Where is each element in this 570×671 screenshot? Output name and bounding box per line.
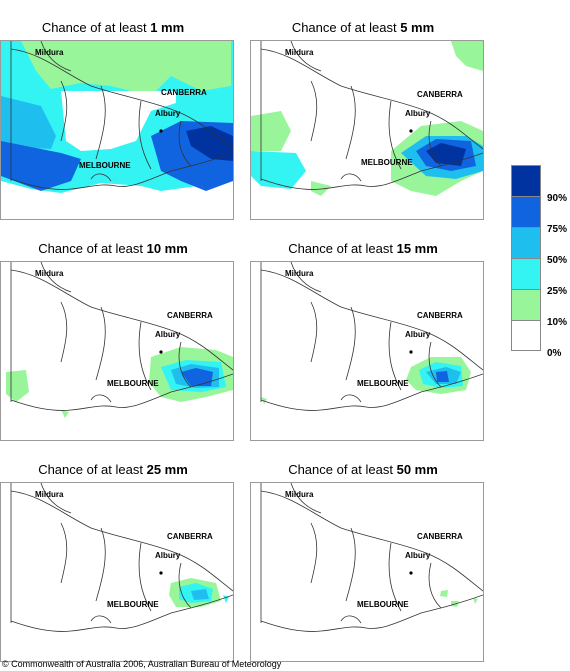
label-melbourne: MELBOURNE <box>107 600 159 609</box>
label-canberra: CANBERRA <box>161 88 207 97</box>
legend-label-25: 25% <box>547 286 567 297</box>
panel-title-prefix: Chance of at least <box>288 241 396 256</box>
panel-title-amount: 50 mm <box>397 462 438 477</box>
panel-title-amount: 5 mm <box>400 20 434 35</box>
label-mildura: Mildura <box>35 490 64 499</box>
label-albury: Albury <box>405 109 431 118</box>
panel-title-prefix: Chance of at least <box>38 241 146 256</box>
label-melbourne: MELBOURNE <box>357 600 409 609</box>
panel-title-prefix: Chance of at least <box>38 462 146 477</box>
map-50mm: CANBERRA Albury MELBOURNE Mildura <box>251 483 483 661</box>
label-mildura: Mildura <box>285 48 314 57</box>
panel-title-amount: 10 mm <box>147 241 188 256</box>
map-panel-1mm: CANBERRA Albury MELBOURNE Mildura <box>0 40 234 220</box>
panel-title-25mm: Chance of at least 25 mm <box>0 462 233 477</box>
legend-swatch <box>511 320 541 351</box>
label-mildura: Mildura <box>35 48 64 57</box>
map-panel-25mm: CANBERRA Albury MELBOURNE Mildura <box>0 482 234 662</box>
label-albury: Albury <box>155 109 181 118</box>
map-10mm: CANBERRA Albury MELBOURNE Mildura <box>1 262 233 440</box>
map-15mm: CANBERRA Albury MELBOURNE Mildura <box>251 262 483 440</box>
legend-swatch <box>511 258 541 289</box>
state-borders <box>261 483 483 631</box>
map-panel-15mm: CANBERRA Albury MELBOURNE Mildura <box>250 261 484 441</box>
panel-title-5mm: Chance of at least 5 mm <box>243 20 483 35</box>
label-mildura: Mildura <box>285 269 314 278</box>
legend-label-90: 90% <box>547 193 567 204</box>
panel-title-amount: 25 mm <box>147 462 188 477</box>
legend-swatch <box>511 227 541 258</box>
rain-layer <box>169 578 229 607</box>
legend-swatch <box>511 165 541 196</box>
legend-label-50: 50% <box>547 255 567 266</box>
label-melbourne: MELBOURNE <box>361 158 413 167</box>
label-canberra: CANBERRA <box>417 532 463 541</box>
label-mildura: Mildura <box>285 490 314 499</box>
map-5mm: CANBERRA Albury MELBOURNE Mildura <box>251 41 483 219</box>
panel-title-amount: 1 mm <box>150 20 184 35</box>
probability-legend <box>511 165 541 351</box>
copyright-notice: © Commonwealth of Australia 2006, Austra… <box>2 659 281 669</box>
map-1mm: CANBERRA Albury MELBOURNE Mildura <box>1 41 233 219</box>
panel-title-amount: 15 mm <box>397 241 438 256</box>
rain-layer <box>251 41 483 196</box>
label-melbourne: MELBOURNE <box>357 379 409 388</box>
map-panel-10mm: CANBERRA Albury MELBOURNE Mildura <box>0 261 234 441</box>
panel-title-10mm: Chance of at least 10 mm <box>0 241 233 256</box>
map-panel-50mm: CANBERRA Albury MELBOURNE Mildura <box>250 482 484 662</box>
legend-label-10: 10% <box>547 317 567 328</box>
legend-label-0: 0% <box>547 348 561 359</box>
panel-title-prefix: Chance of at least <box>292 20 400 35</box>
label-canberra: CANBERRA <box>167 532 213 541</box>
map-25mm: CANBERRA Albury MELBOURNE Mildura <box>1 483 233 661</box>
label-canberra: CANBERRA <box>167 311 213 320</box>
label-canberra: CANBERRA <box>417 90 463 99</box>
label-mildura: Mildura <box>35 269 64 278</box>
panel-title-15mm: Chance of at least 15 mm <box>243 241 483 256</box>
label-albury: Albury <box>405 330 431 339</box>
rain-layer <box>1 41 233 193</box>
panel-title-50mm: Chance of at least 50 mm <box>243 462 483 477</box>
legend-swatch <box>511 289 541 320</box>
label-albury: Albury <box>155 551 181 560</box>
state-borders <box>11 483 233 631</box>
label-melbourne: MELBOURNE <box>107 379 159 388</box>
map-panel-5mm: CANBERRA Albury MELBOURNE Mildura <box>250 40 484 220</box>
label-albury: Albury <box>155 330 181 339</box>
label-albury: Albury <box>405 551 431 560</box>
label-melbourne: MELBOURNE <box>79 161 131 170</box>
panel-title-1mm: Chance of at least 1 mm <box>0 20 233 35</box>
legend-label-75: 75% <box>547 224 567 235</box>
legend-swatch <box>511 196 541 227</box>
panel-title-prefix: Chance of at least <box>288 462 396 477</box>
panel-title-prefix: Chance of at least <box>42 20 150 35</box>
label-canberra: CANBERRA <box>417 311 463 320</box>
